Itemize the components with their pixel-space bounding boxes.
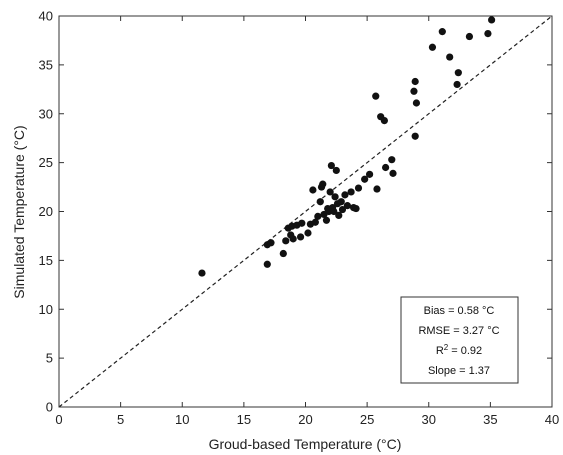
y-tick-label: 20 <box>39 204 53 219</box>
data-point <box>330 207 338 216</box>
axis-ticks: 0 5 10 15 20 25 30 35 40 0 5 10 15 20 25 30 35 40 <box>39 9 560 428</box>
data-point <box>311 218 319 226</box>
data-point <box>382 163 390 172</box>
stats-box-frame <box>400 296 519 384</box>
data-point <box>373 185 381 193</box>
x-tick-label: 25 <box>360 412 374 427</box>
data-point <box>380 116 388 125</box>
y-tick-label: 10 <box>39 302 53 317</box>
stats-bias: Bias = 0.58 °C <box>424 305 495 317</box>
y-tick-label: 40 <box>39 9 53 24</box>
data-point <box>454 69 462 77</box>
data-point <box>296 233 305 241</box>
x-tick-label: 5 <box>117 412 124 427</box>
stats-r2-value: = 0.92 <box>448 345 482 357</box>
data-point <box>411 132 419 140</box>
data-point <box>338 205 347 214</box>
data-point <box>319 180 327 188</box>
data-point <box>304 229 312 237</box>
data-point <box>198 269 206 277</box>
data-point <box>282 237 290 245</box>
y-tick-label: 30 <box>39 106 53 121</box>
data-point <box>298 219 306 227</box>
data-point <box>352 204 360 213</box>
data-point <box>347 188 355 196</box>
data-point <box>361 175 369 183</box>
x-tick-label: 35 <box>483 412 497 427</box>
data-point <box>332 166 340 175</box>
data-point <box>335 211 343 220</box>
x-tick-label: 30 <box>422 412 436 427</box>
x-tick-label: 40 <box>545 412 559 427</box>
data-point <box>341 191 349 199</box>
x-tick-label: 20 <box>298 412 312 427</box>
x-tick-label: 15 <box>237 412 251 427</box>
data-points <box>198 16 496 277</box>
data-point <box>343 202 352 210</box>
data-point <box>388 156 396 164</box>
data-point <box>309 186 317 194</box>
y-tick-label: 15 <box>39 253 53 268</box>
data-point <box>389 169 397 177</box>
data-point <box>446 53 454 61</box>
stats-rmse: RMSE = 3.27 °C <box>418 325 499 337</box>
data-point <box>412 99 421 107</box>
data-point <box>438 28 446 36</box>
data-point <box>314 212 322 220</box>
data-point <box>263 260 271 268</box>
data-point <box>365 170 374 178</box>
x-axis-title: Groud-based Temperature (°C) <box>209 436 402 452</box>
stats-r2-symbol: R <box>436 345 444 357</box>
stats-box: Bias = 0.58 °C RMSE = 3.27 °C R2 = 0.92 … <box>400 296 519 384</box>
data-point <box>279 249 287 258</box>
data-point <box>337 198 345 206</box>
data-point <box>267 239 275 247</box>
data-point <box>322 216 331 224</box>
y-tick-label: 0 <box>46 400 53 415</box>
y-tick-label: 25 <box>39 155 53 170</box>
y-tick-label: 35 <box>39 57 53 72</box>
data-point <box>316 198 324 206</box>
data-point <box>354 184 363 192</box>
data-point <box>410 87 418 95</box>
x-tick-label: 0 <box>55 412 62 427</box>
data-point <box>289 235 297 243</box>
stats-r2: R2 = 0.92 <box>436 343 482 358</box>
stats-slope: Slope = 1.37 <box>428 365 490 377</box>
stats-r2-superscript: 2 <box>444 343 449 352</box>
data-point <box>327 161 335 170</box>
data-point <box>372 92 380 100</box>
data-point <box>488 16 496 24</box>
data-point <box>331 193 339 201</box>
data-point <box>326 188 334 196</box>
y-tick-label: 5 <box>46 351 53 366</box>
data-point <box>428 43 437 51</box>
data-point <box>465 32 474 41</box>
y-axis-title: Simulated Temperature (°C) <box>11 125 27 298</box>
data-point <box>453 80 461 89</box>
x-tick-label: 10 <box>175 412 189 427</box>
data-point <box>484 29 492 38</box>
data-point <box>411 77 419 86</box>
